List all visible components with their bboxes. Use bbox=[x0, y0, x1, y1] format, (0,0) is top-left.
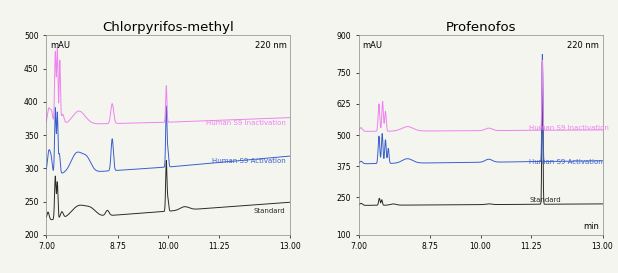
Text: mAU: mAU bbox=[50, 41, 70, 51]
Title: Profenofos: Profenofos bbox=[446, 21, 516, 34]
Text: min: min bbox=[583, 222, 599, 231]
Text: Human S9 Activation: Human S9 Activation bbox=[530, 159, 603, 165]
Text: Human S9 Activation: Human S9 Activation bbox=[212, 158, 286, 164]
Text: Human S9 Inactivation: Human S9 Inactivation bbox=[530, 125, 609, 131]
Text: Standard: Standard bbox=[530, 197, 561, 203]
Text: Standard: Standard bbox=[254, 208, 286, 214]
Text: Human S9 Inactivation: Human S9 Inactivation bbox=[206, 120, 286, 126]
Text: 220 nm: 220 nm bbox=[255, 41, 287, 51]
Title: Chlorpyrifos-methyl: Chlorpyrifos-methyl bbox=[103, 21, 234, 34]
Text: mAU: mAU bbox=[362, 41, 383, 51]
Text: 220 nm: 220 nm bbox=[567, 41, 599, 51]
